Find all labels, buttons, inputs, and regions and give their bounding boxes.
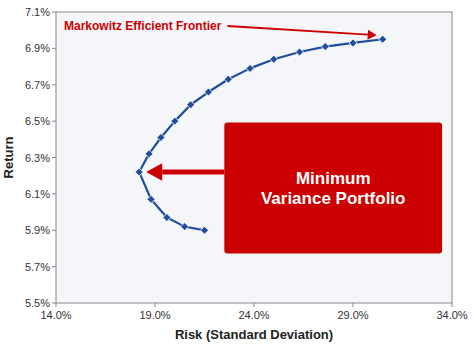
x-tick-label: 19.0%: [139, 309, 170, 321]
y-tick-label: 5.5%: [25, 297, 50, 309]
frontier-point: [270, 55, 278, 63]
x-tick: [56, 303, 57, 307]
x-tick: [353, 303, 354, 307]
x-axis-label: Risk (Standard Deviation): [175, 327, 333, 342]
y-tick: [52, 121, 56, 122]
y-tick-label: 5.9%: [25, 224, 50, 236]
y-tick: [52, 48, 56, 49]
frontier-point: [349, 39, 357, 47]
x-tick: [254, 303, 255, 307]
min-variance-arrow-head: [146, 163, 162, 181]
frontier-point: [135, 168, 143, 176]
y-tick-label: 6.9%: [25, 42, 50, 54]
x-tick-label: 34.0%: [436, 309, 467, 321]
x-tick-label: 14.0%: [40, 309, 71, 321]
min-variance-arrow-shaft: [162, 170, 224, 175]
frontier-point: [157, 133, 165, 141]
y-tick-label: 6.3%: [25, 152, 50, 164]
frontier-point: [181, 223, 189, 231]
frontier-point: [246, 64, 254, 72]
y-tick: [52, 157, 56, 158]
y-tick: [52, 193, 56, 194]
y-tick: [52, 303, 56, 304]
frontier-point: [379, 35, 387, 43]
y-tick-label: 6.1%: [25, 188, 50, 200]
chart: 14.0% 19.0% 24.0% 29.0% 34.0% 5.5% 5.7% 5.9% 6.1…: [0, 0, 474, 349]
frontier-point: [147, 195, 155, 203]
efficient-frontier-arrow-head: [367, 30, 376, 40]
frontier-point: [171, 117, 179, 125]
frontier-point: [204, 88, 212, 96]
frontier-point: [163, 214, 171, 222]
efficient-frontier-label: Markowitz Efficient Frontier: [64, 19, 222, 33]
x-tick-label: 24.0%: [238, 309, 269, 321]
y-tick: [52, 12, 56, 13]
y-tick-label: 7.1%: [25, 6, 50, 18]
plot-background: [56, 12, 452, 303]
y-tick-label: 6.7%: [25, 79, 50, 91]
y-tick-label: 6.5%: [25, 115, 50, 127]
y-tick: [52, 84, 56, 85]
frontier-point: [201, 226, 209, 234]
y-tick-label: 5.7%: [25, 261, 50, 273]
min-variance-box: [224, 123, 442, 254]
y-axis-label: Return: [1, 136, 16, 178]
x-tick: [155, 303, 156, 307]
frontier-point: [145, 150, 153, 158]
plot-frame: [56, 12, 452, 303]
frontier-point: [135, 168, 143, 176]
y-tick: [52, 230, 56, 231]
min-variance-label: MinimumVariance Portfolio: [261, 169, 406, 208]
frontier-line: [139, 172, 204, 230]
frontier-point: [296, 48, 304, 56]
frontier-point: [224, 75, 232, 83]
y-tick: [52, 266, 56, 267]
frontier-point: [187, 101, 195, 109]
efficient-frontier-arrow-shaft: [227, 26, 367, 35]
frontier-point: [321, 43, 329, 51]
x-tick: [452, 303, 453, 307]
min-variance-label-line: Variance Portfolio: [261, 189, 406, 208]
x-tick-label: 29.0%: [337, 309, 368, 321]
min-variance-label-line: Minimum: [296, 169, 371, 188]
